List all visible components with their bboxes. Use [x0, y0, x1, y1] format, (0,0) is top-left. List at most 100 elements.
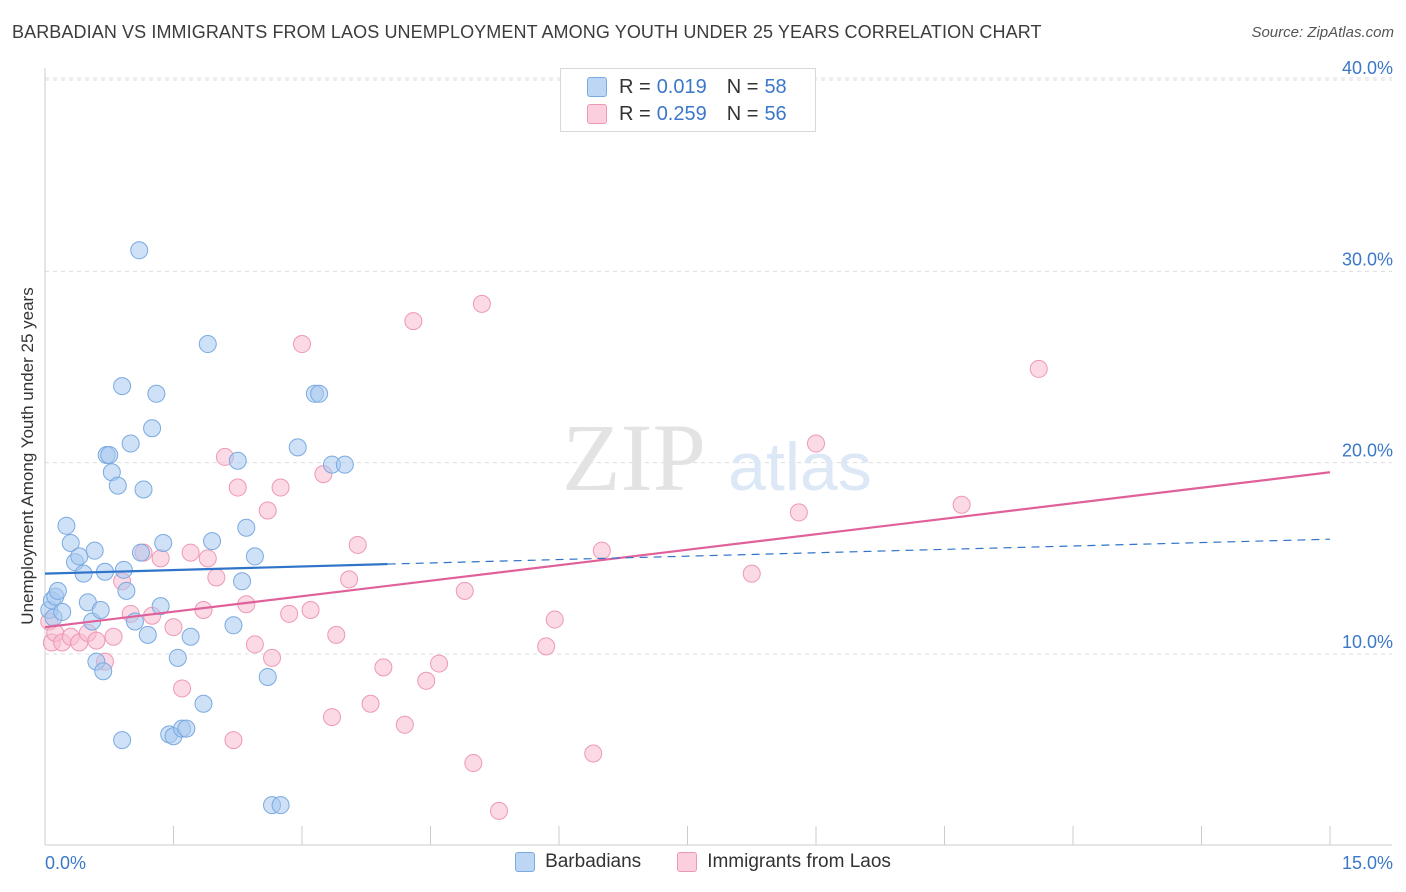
- data-point-laos: [327, 625, 346, 644]
- data-point-laos: [1029, 359, 1048, 378]
- y-tick-label: 20.0%: [1342, 441, 1393, 461]
- r-value: 0.259: [656, 102, 707, 125]
- x-tick-label: 15.0%: [1342, 853, 1393, 873]
- data-point-laos: [395, 715, 414, 734]
- legend-item-laos: Immigrants from Laos: [677, 851, 891, 873]
- n-value: 56: [764, 102, 787, 125]
- y-tick-label: 30.0%: [1342, 249, 1393, 269]
- data-point-laos: [472, 294, 491, 313]
- data-point-laos: [322, 708, 341, 727]
- data-point-barbadians: [228, 451, 247, 470]
- trend-lines: [44, 471, 1331, 629]
- data-point-laos: [952, 495, 971, 514]
- trend-line-barbadians: [44, 562, 388, 575]
- data-point-laos: [263, 648, 282, 667]
- legend-label-barbadians: Barbadians: [545, 851, 642, 872]
- data-point-barbadians: [108, 476, 127, 495]
- data-point-barbadians: [57, 516, 76, 535]
- data-point-laos: [104, 627, 123, 646]
- data-point-laos: [464, 754, 483, 773]
- data-point-barbadians: [121, 434, 140, 453]
- data-point-laos: [404, 312, 423, 331]
- data-point-laos: [584, 744, 603, 763]
- data-point-barbadians: [177, 719, 196, 738]
- watermark-zip: ZIP: [562, 404, 706, 511]
- data-point-laos: [742, 564, 761, 583]
- data-point-laos: [245, 635, 264, 654]
- laos-swatch: [677, 852, 698, 872]
- data-point-barbadians: [181, 627, 200, 646]
- r-label: R =: [619, 102, 651, 125]
- y-tick-label: 40.0%: [1342, 58, 1393, 78]
- data-point-barbadians: [100, 446, 119, 465]
- data-point-laos: [374, 658, 393, 677]
- r-label: R =: [619, 75, 651, 98]
- source-label: Source: ZipAtlas.com: [1251, 24, 1394, 41]
- data-point-laos: [455, 581, 474, 600]
- data-point-barbadians: [53, 602, 72, 621]
- n-value: 58: [764, 75, 787, 98]
- trend-line-laos: [44, 471, 1331, 629]
- data-point-laos: [181, 543, 200, 562]
- data-point-barbadians: [288, 438, 307, 457]
- legend-item-barbadians: Barbadians: [515, 851, 641, 873]
- series-legend: Barbadians Immigrants from Laos: [0, 851, 1406, 873]
- data-point-laos: [348, 535, 367, 554]
- data-point-laos: [545, 610, 564, 629]
- data-point-barbadians: [310, 384, 329, 403]
- data-point-barbadians: [113, 731, 132, 750]
- watermark: ZIP atlas: [562, 404, 872, 511]
- data-point-barbadians: [134, 480, 153, 499]
- data-point-barbadians: [245, 547, 264, 566]
- data-point-laos: [280, 604, 299, 623]
- data-point-barbadians: [203, 532, 222, 551]
- data-point-laos: [87, 631, 106, 650]
- axes: [44, 68, 1392, 846]
- n-label: N =: [726, 102, 759, 125]
- data-point-laos: [293, 335, 311, 354]
- data-point-barbadians: [168, 648, 187, 667]
- legend-label-laos: Immigrants from Laos: [707, 851, 891, 872]
- data-point-laos: [207, 568, 226, 587]
- data-point-barbadians: [114, 560, 133, 579]
- data-point-laos: [224, 731, 243, 750]
- series-barbadians-points: [40, 241, 354, 815]
- data-point-laos: [173, 679, 192, 698]
- laos-swatch: [587, 104, 607, 124]
- data-point-laos: [198, 549, 217, 568]
- data-point-barbadians: [117, 581, 136, 600]
- y-tick-label: 10.0%: [1342, 632, 1393, 652]
- n-label: N =: [726, 75, 759, 98]
- legend-row-barbadians: R = 0.019 N = 58: [587, 75, 787, 99]
- legend-row-laos: R = 0.259 N = 56: [587, 102, 787, 126]
- data-point-laos: [301, 600, 320, 619]
- data-point-barbadians: [48, 581, 67, 600]
- data-point-barbadians: [91, 600, 110, 619]
- trend-line-barbadians-extension: [387, 538, 1331, 565]
- data-point-laos: [592, 541, 611, 560]
- x-tick-label: 0.0%: [45, 853, 86, 873]
- data-point-laos: [789, 503, 808, 522]
- chart-title: BARBADIAN VS IMMIGRANTS FROM LAOS UNEMPL…: [12, 22, 1042, 42]
- r-value: 0.019: [656, 75, 707, 98]
- data-point-laos: [258, 501, 277, 520]
- series-laos-points: [40, 294, 1048, 820]
- data-point-barbadians: [237, 518, 256, 537]
- data-point-laos: [228, 478, 247, 497]
- data-point-laos: [271, 478, 290, 497]
- data-point-barbadians: [258, 667, 277, 686]
- data-point-laos: [537, 637, 556, 656]
- data-point-barbadians: [138, 625, 157, 644]
- data-point-barbadians: [147, 384, 166, 403]
- data-point-laos: [194, 600, 213, 619]
- data-point-barbadians: [130, 241, 149, 260]
- data-point-barbadians: [233, 572, 252, 591]
- data-point-barbadians: [154, 534, 173, 553]
- data-point-laos: [164, 618, 183, 637]
- data-point-barbadians: [131, 543, 150, 562]
- data-point-barbadians: [198, 335, 217, 354]
- watermark-atlas: atlas: [728, 429, 872, 505]
- data-point-laos: [807, 434, 825, 453]
- data-point-laos: [340, 570, 359, 589]
